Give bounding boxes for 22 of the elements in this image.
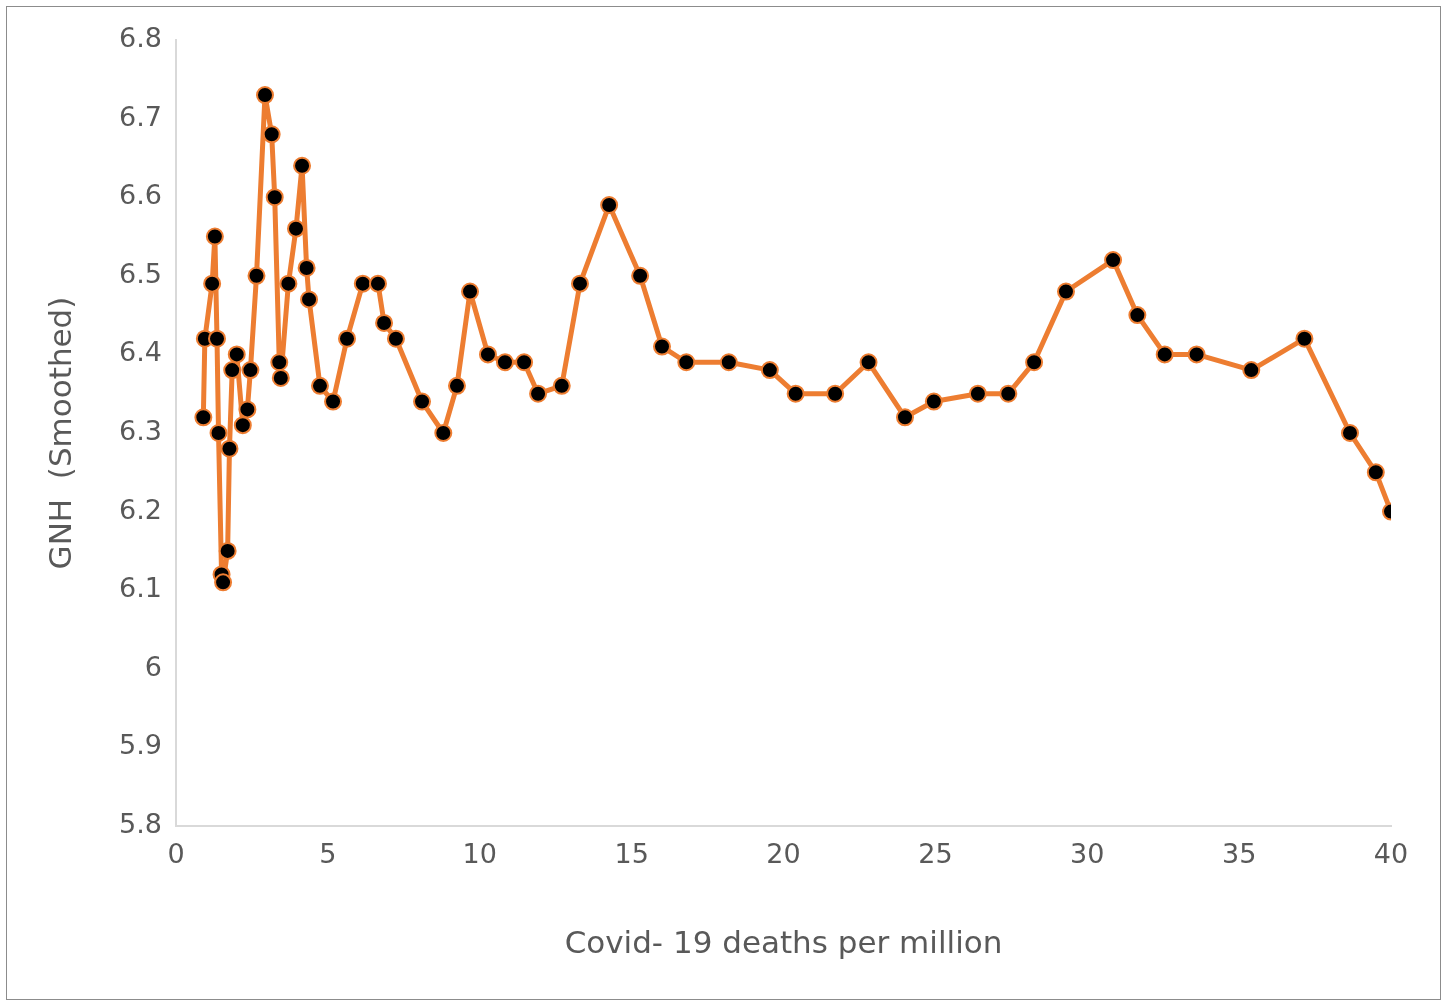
y-axis-title: GNH (Smoothed): [41, 296, 78, 570]
x-tick-label: 30: [1070, 838, 1105, 870]
y-tick-label: 5.8: [119, 808, 162, 840]
y-tick-label: 6: [144, 650, 162, 682]
x-tick-label: 10: [462, 838, 497, 870]
y-tick-label: 6.1: [119, 572, 162, 604]
x-tick-label: 0: [167, 838, 185, 870]
y-tick-label: 6.6: [119, 179, 162, 211]
x-axis-title: Covid- 19 deaths per million: [564, 924, 1003, 961]
y-tick-label: 6.4: [119, 336, 162, 368]
x-tick-label: 15: [614, 838, 649, 870]
y-tick-label: 6.8: [119, 22, 162, 54]
x-tick-label: 5: [319, 838, 337, 870]
x-tick-label: 40: [1373, 838, 1409, 870]
y-tick-label: 5.9: [119, 729, 162, 761]
x-tick-label: 25: [918, 838, 953, 870]
y-tick-label: 6.5: [119, 257, 162, 289]
y-tick-label: 6.7: [119, 100, 162, 132]
x-tick-label: 20: [766, 838, 801, 870]
y-tick-label: 6.3: [119, 415, 162, 447]
x-tick-label: 35: [1221, 838, 1257, 870]
y-tick-label: 6.2: [119, 493, 162, 525]
